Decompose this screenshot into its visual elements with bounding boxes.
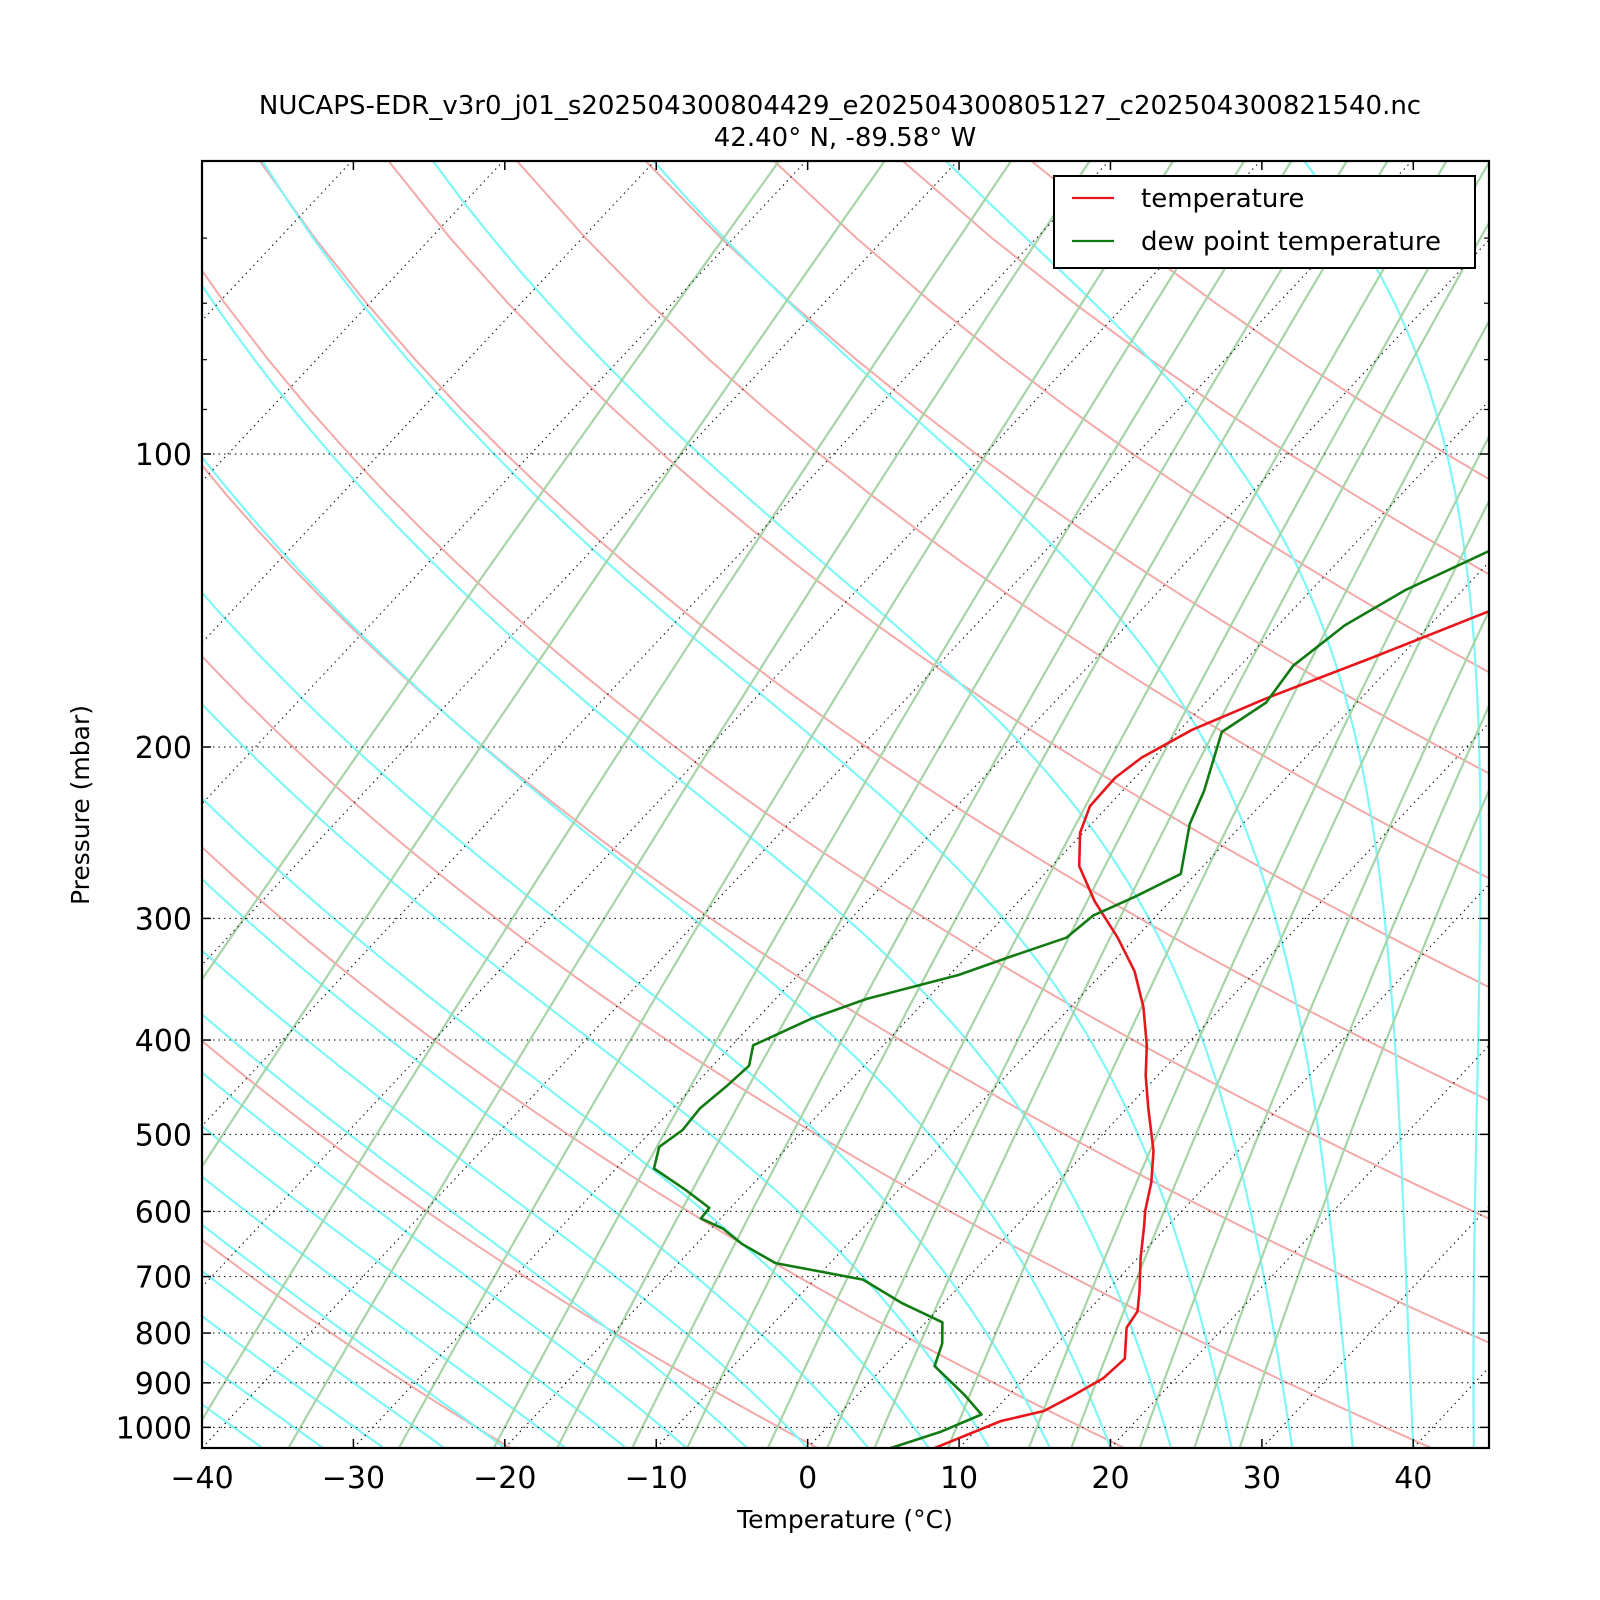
y-tick-label: 800 bbox=[135, 1317, 192, 1352]
isotherm-line bbox=[1565, 161, 1600, 1448]
moist-adiabat-10 bbox=[202, 1012, 748, 1448]
x-tick-label: 20 bbox=[1091, 1461, 1129, 1496]
moist-adiabat-21 bbox=[945, 161, 1415, 1448]
mixing-ratio-line-2 bbox=[202, 161, 1013, 1423]
moist-adiabat-18 bbox=[261, 161, 1233, 1448]
x-tick-label: −40 bbox=[170, 1461, 233, 1496]
y-tick-label: 1000 bbox=[116, 1411, 192, 1446]
dry-adiabat-6 bbox=[259, 161, 1489, 1102]
y-tick-label: 300 bbox=[135, 902, 192, 937]
temperature-line bbox=[934, 609, 1489, 1448]
dry-adiabat-5 bbox=[202, 268, 1489, 1220]
y-tick-label: 400 bbox=[135, 1024, 192, 1059]
x-tick-label: 0 bbox=[798, 1461, 817, 1496]
mixing-ratio-line-15 bbox=[1138, 608, 1489, 1448]
mixing-ratio-line-8 bbox=[686, 161, 1389, 1448]
axis-ticks bbox=[201, 161, 1489, 1448]
y-tick-label: 700 bbox=[135, 1261, 192, 1296]
legend-box bbox=[1053, 175, 1476, 269]
moist-adiabat-22 bbox=[1303, 161, 1482, 1448]
moist-adiabat-20 bbox=[652, 161, 1354, 1448]
y-tick-labels: 100 200 300 400 500 600 700 800 900 1000 bbox=[116, 438, 192, 1446]
mixing-ratio-line-17 bbox=[1238, 787, 1489, 1448]
x-tick-label: −20 bbox=[473, 1461, 536, 1496]
moist-adiabat-16 bbox=[202, 455, 1112, 1448]
mixing-ratio-lines bbox=[202, 161, 1489, 1448]
moist-adiabat-17 bbox=[202, 283, 1173, 1448]
mixing-ratio-line-10 bbox=[826, 161, 1489, 1448]
moist-adiabat-11 bbox=[202, 949, 809, 1448]
mixing-ratio-line-3 bbox=[287, 161, 1091, 1448]
x-tick-label: 10 bbox=[940, 1461, 978, 1496]
dry-adiabat-8 bbox=[516, 161, 1489, 880]
mixing-ratio-line-11 bbox=[873, 220, 1489, 1448]
plot-frame bbox=[200, 159, 1491, 1450]
isobar-lines bbox=[202, 453, 1489, 1428]
moist-adiabat-9 bbox=[202, 1070, 688, 1448]
y-axis-label: Pressure (mbar) bbox=[66, 705, 95, 905]
moist-adiabat-6 bbox=[202, 1223, 506, 1448]
mixing-ratio-line-16 bbox=[1193, 703, 1489, 1448]
legend-label-dew-point: dew point temperature bbox=[1141, 227, 1441, 257]
mixing-ratio-line-6 bbox=[556, 161, 1293, 1448]
moist-adiabat-1 bbox=[202, 1446, 203, 1448]
mixing-ratio-line-4 bbox=[397, 161, 1175, 1448]
y-tick-label: 200 bbox=[135, 731, 192, 766]
x-tick-labels: −40 −30 −20 −10 0 10 20 30 40 bbox=[170, 1461, 1432, 1496]
mixing-ratio-line-14 bbox=[1070, 498, 1489, 1448]
y-tick-label: 100 bbox=[135, 438, 192, 473]
mixing-ratio-line-1 bbox=[202, 161, 886, 1169]
moist-adiabat-15 bbox=[202, 591, 1051, 1448]
dry-adiabat-0 bbox=[202, 1238, 511, 1448]
series-lines bbox=[652, 549, 1489, 1448]
isotherm-line bbox=[0, 161, 201, 1448]
x-tick-label: 30 bbox=[1243, 1461, 1281, 1496]
x-tick-label: −10 bbox=[625, 1461, 688, 1496]
mixing-ratio-line-7 bbox=[631, 161, 1348, 1448]
x-tick-label: 40 bbox=[1394, 1461, 1432, 1496]
chart-subtitle: 42.40° N, -89.58° W bbox=[714, 123, 976, 153]
moist-adiabat-7 bbox=[202, 1175, 567, 1448]
dry-adiabat-1 bbox=[202, 1039, 818, 1448]
moist-adiabat-5 bbox=[202, 1269, 445, 1448]
legend: temperature dew point temperature bbox=[1053, 175, 1476, 269]
mixing-ratio-line-5 bbox=[492, 161, 1246, 1448]
mixing-ratio-line-9 bbox=[766, 161, 1448, 1448]
moist-adiabat-3 bbox=[202, 1359, 324, 1448]
isotherm-line bbox=[0, 161, 49, 1448]
chart-title: NUCAPS-EDR_v3r0_j01_s202504300804429_e20… bbox=[259, 91, 1421, 121]
dry-adiabat-3 bbox=[202, 654, 1432, 1448]
legend-label-temperature: temperature bbox=[1141, 184, 1304, 214]
mixing-ratio-line-0 bbox=[202, 161, 780, 982]
dewpoint-line bbox=[652, 549, 1489, 1448]
y-tick-label: 900 bbox=[135, 1367, 192, 1402]
y-tick-label: 500 bbox=[135, 1118, 192, 1153]
moist-adiabat-13 bbox=[202, 796, 930, 1448]
y-tick-label: 600 bbox=[135, 1195, 192, 1230]
x-tick-label: −30 bbox=[322, 1461, 385, 1496]
mixing-ratio-line-13 bbox=[1027, 434, 1489, 1448]
x-axis-label: Temperature (°C) bbox=[736, 1505, 953, 1534]
moist-adiabat-4 bbox=[202, 1314, 385, 1448]
